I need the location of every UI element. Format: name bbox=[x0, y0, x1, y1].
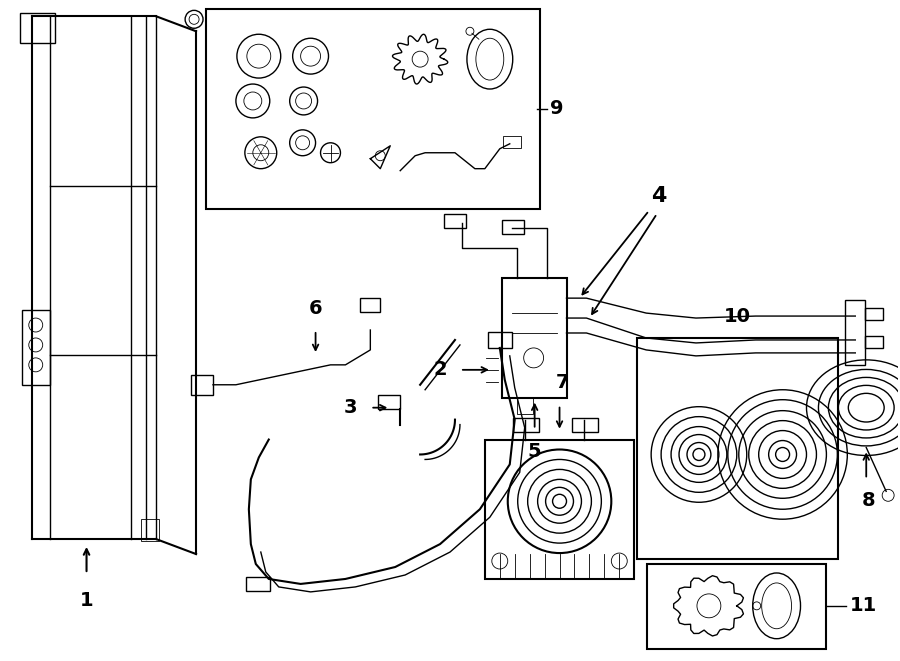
Bar bbox=[360, 298, 381, 312]
Bar bbox=[637, 338, 839, 559]
Text: 11: 11 bbox=[850, 596, 878, 615]
Bar bbox=[22, 310, 50, 385]
Text: 5: 5 bbox=[527, 442, 542, 461]
Text: 9: 9 bbox=[550, 99, 563, 118]
Bar bbox=[502, 221, 524, 235]
Bar bbox=[865, 308, 883, 320]
Bar bbox=[378, 395, 400, 408]
Text: 8: 8 bbox=[861, 491, 875, 510]
Text: 7: 7 bbox=[556, 373, 570, 392]
Bar bbox=[865, 336, 883, 348]
Bar bbox=[246, 577, 270, 591]
Text: 10: 10 bbox=[724, 307, 751, 326]
Bar bbox=[845, 300, 865, 365]
Bar bbox=[20, 13, 55, 43]
Text: 2: 2 bbox=[434, 360, 447, 379]
Bar bbox=[141, 519, 159, 541]
Bar bbox=[488, 332, 512, 348]
Bar bbox=[444, 214, 466, 229]
Bar bbox=[572, 418, 598, 432]
Bar bbox=[206, 9, 540, 208]
Text: 1: 1 bbox=[80, 591, 94, 610]
Bar bbox=[517, 398, 533, 414]
Bar bbox=[502, 278, 566, 398]
Bar bbox=[485, 440, 634, 579]
Bar bbox=[503, 136, 521, 148]
Bar bbox=[647, 564, 826, 648]
Bar bbox=[191, 375, 213, 395]
Text: 3: 3 bbox=[344, 398, 357, 417]
Text: 4: 4 bbox=[652, 186, 667, 206]
Bar bbox=[513, 418, 538, 432]
Text: 6: 6 bbox=[309, 299, 322, 318]
